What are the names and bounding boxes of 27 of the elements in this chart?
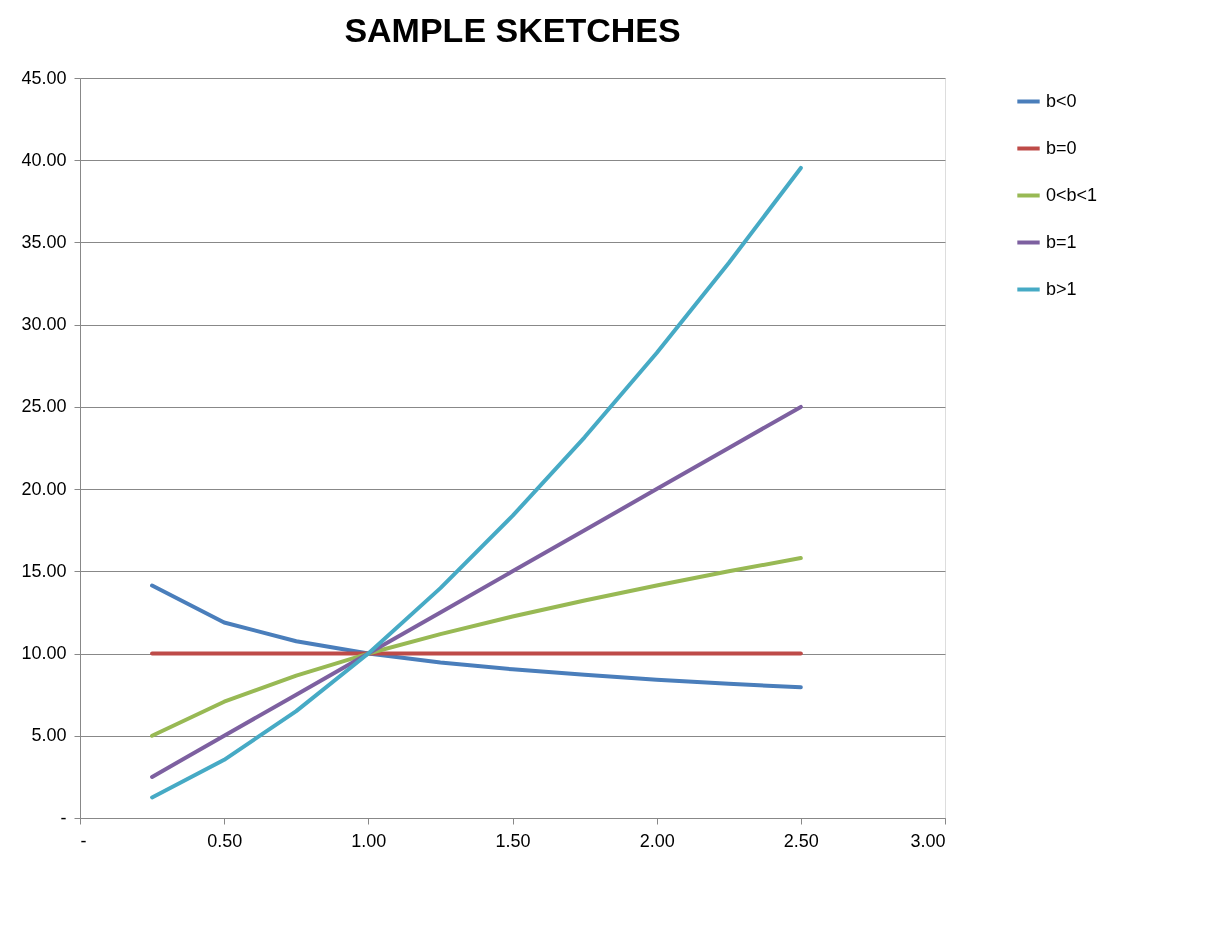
x-tick-label: - (80, 830, 87, 851)
y-tick-label: 25.00 (21, 396, 67, 417)
y-tick-label: 20.00 (21, 478, 67, 499)
legend-label: b=1 (1046, 231, 1077, 252)
x-tick-label: 1.00 (351, 830, 387, 851)
y-tick-label: 5.00 (31, 725, 67, 746)
line-series (150, 583, 803, 690)
y-tick-label: 35.00 (21, 231, 67, 252)
y-tick-label: 45.00 (21, 67, 67, 88)
line-series (150, 404, 803, 779)
legend-label: b<0 (1046, 90, 1077, 111)
legend-label: b>1 (1046, 278, 1077, 299)
y-tick-label: 30.00 (21, 314, 67, 335)
x-tick-label: 0.50 (207, 830, 243, 851)
line-series (150, 556, 803, 738)
y-tick-label: 15.00 (21, 560, 67, 581)
y-tick-label: 10.00 (21, 643, 67, 664)
chart-title: SAMPLE SKETCHES (344, 11, 681, 49)
legend-label: b=0 (1046, 137, 1077, 158)
x-tick-label: 2.50 (783, 830, 819, 851)
legend-label: 0<b<1 (1046, 184, 1098, 205)
y-tick-label: - (60, 807, 67, 828)
x-tick-label: 3.00 (910, 830, 946, 851)
x-tick-label: 1.50 (495, 830, 531, 851)
line-series (150, 165, 803, 800)
y-tick-label: 40.00 (21, 149, 67, 170)
x-tick-label: 2.00 (639, 830, 675, 851)
